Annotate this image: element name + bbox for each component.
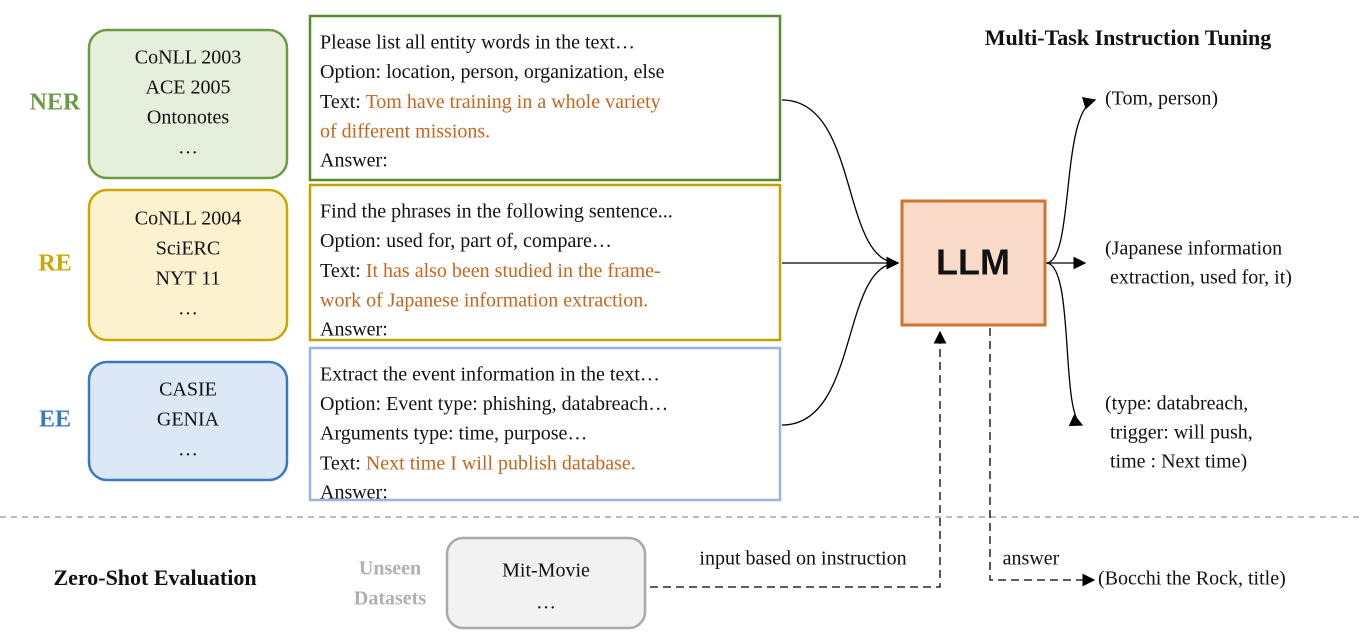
prompt-text: of different missions. — [320, 120, 490, 142]
prompt-instruction: Find the phrases in the following senten… — [320, 201, 673, 223]
unseen-dataset: … — [536, 592, 556, 614]
dataset-name: Ontonotes — [147, 107, 229, 129]
answer-label: answer — [1003, 548, 1060, 570]
task-output: trigger: will push, — [1105, 422, 1253, 444]
text-highlight: Tom have training in a whole variety — [365, 91, 660, 113]
prompt-instruction: Please list all entity words in the text… — [320, 32, 635, 54]
zero-shot-label: Zero-Shot Evaluation — [53, 565, 256, 590]
prompt-option: Option: location, person, organization, … — [320, 61, 665, 83]
text-prefix: Text: — [320, 452, 361, 474]
dataset-name: SciERC — [156, 238, 220, 260]
prompt-text: work of Japanese information extraction. — [320, 289, 648, 311]
task-label: EE — [39, 407, 71, 433]
dataset-box — [87, 360, 289, 482]
task-output: (type: databreach, — [1105, 393, 1248, 415]
arrow — [781, 262, 899, 426]
arrow — [781, 99, 900, 270]
unseen-dataset: Mit-Movie — [502, 560, 590, 582]
task-output: (Tom, person) — [1105, 88, 1218, 110]
dataset-name: ACE 2005 — [146, 77, 231, 99]
llm-box — [900, 199, 1047, 327]
dashed-arrow — [650, 330, 947, 588]
text-prefix: Text: — [320, 91, 361, 113]
dataset-name: … — [178, 439, 198, 461]
text-highlight: work of Japanese information extraction. — [320, 289, 648, 311]
prompt-box — [308, 346, 782, 502]
task-output: extraction, used for, it) — [1105, 267, 1292, 289]
dataset-name: NYT 11 — [156, 268, 221, 290]
dashed-arrow — [989, 328, 1096, 587]
unseen-box — [445, 536, 647, 630]
prompt-option: Arguments type: time, purpose… — [320, 423, 587, 445]
prompt-answer: Answer: — [320, 319, 388, 341]
prompt-option: Option: Event type: phishing, databreach… — [320, 393, 668, 415]
zero-shot-output: (Bocchi the Rock, title) — [1098, 568, 1286, 590]
title: Multi-Task Instruction Tuning — [985, 25, 1272, 50]
dataset-name: CoNLL 2003 — [135, 47, 241, 69]
text-highlight: of different missions. — [320, 120, 490, 142]
dataset-name: CASIE — [159, 379, 217, 401]
dataset-name: … — [178, 137, 198, 159]
text-prefix: Text: — [320, 260, 361, 282]
prompt-box — [308, 183, 782, 342]
prompt-option: Option: used for, part of, compare… — [320, 230, 612, 252]
text-highlight: Next time I will publish database. — [366, 452, 636, 474]
dataset-name: … — [178, 298, 198, 320]
input-label: input based on instruction — [699, 548, 906, 570]
dataset-name: GENIA — [157, 409, 220, 431]
text-highlight: It has also been studied in the frame- — [366, 260, 661, 282]
prompt-instruction: Extract the event information in the tex… — [320, 364, 660, 386]
task-label: NER — [30, 90, 81, 116]
task-output: (Japanese information — [1105, 238, 1282, 260]
dataset-box — [87, 188, 289, 342]
dataset-box — [87, 28, 289, 180]
dataset-name: CoNLL 2004 — [135, 208, 241, 230]
prompt-box — [308, 14, 782, 182]
prompt-answer: Answer: — [320, 482, 388, 504]
unseen-label: Datasets — [354, 588, 426, 610]
task-output: time : Next time) — [1105, 451, 1247, 473]
llm-label: LLM — [936, 242, 1010, 283]
prompt-answer: Answer: — [320, 150, 388, 172]
prompt-text: Text: Next time I will publish database. — [320, 452, 636, 474]
arrow — [1045, 262, 1084, 426]
prompt-text: Text: It has also been studied in the fr… — [320, 260, 661, 282]
prompt-text: Text: Tom have training in a whole varie… — [320, 91, 661, 113]
unseen-label: Unseen — [359, 558, 421, 580]
arrow — [1045, 97, 1097, 264]
task-label: RE — [38, 251, 71, 277]
